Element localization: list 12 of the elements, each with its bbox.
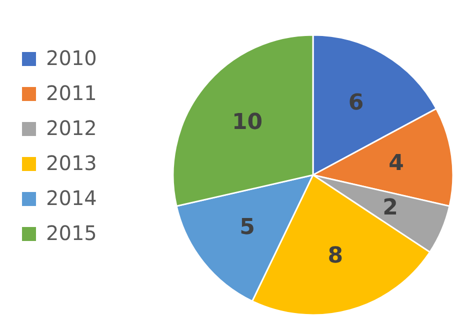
data-label: 6 — [348, 90, 364, 116]
data-label: 4 — [388, 151, 404, 176]
data-label: 10 — [232, 110, 263, 136]
data-label: 5 — [240, 214, 255, 240]
legend-label: 2014 — [46, 186, 97, 210]
legend-label: 2011 — [46, 81, 97, 105]
legend-label: 2012 — [46, 116, 97, 140]
legend-label: 2013 — [46, 151, 97, 175]
data-label: 2 — [382, 196, 398, 221]
legend-label: 2015 — [46, 221, 97, 245]
legend-label: 2010 — [46, 46, 97, 70]
data-label: 8 — [328, 243, 344, 268]
